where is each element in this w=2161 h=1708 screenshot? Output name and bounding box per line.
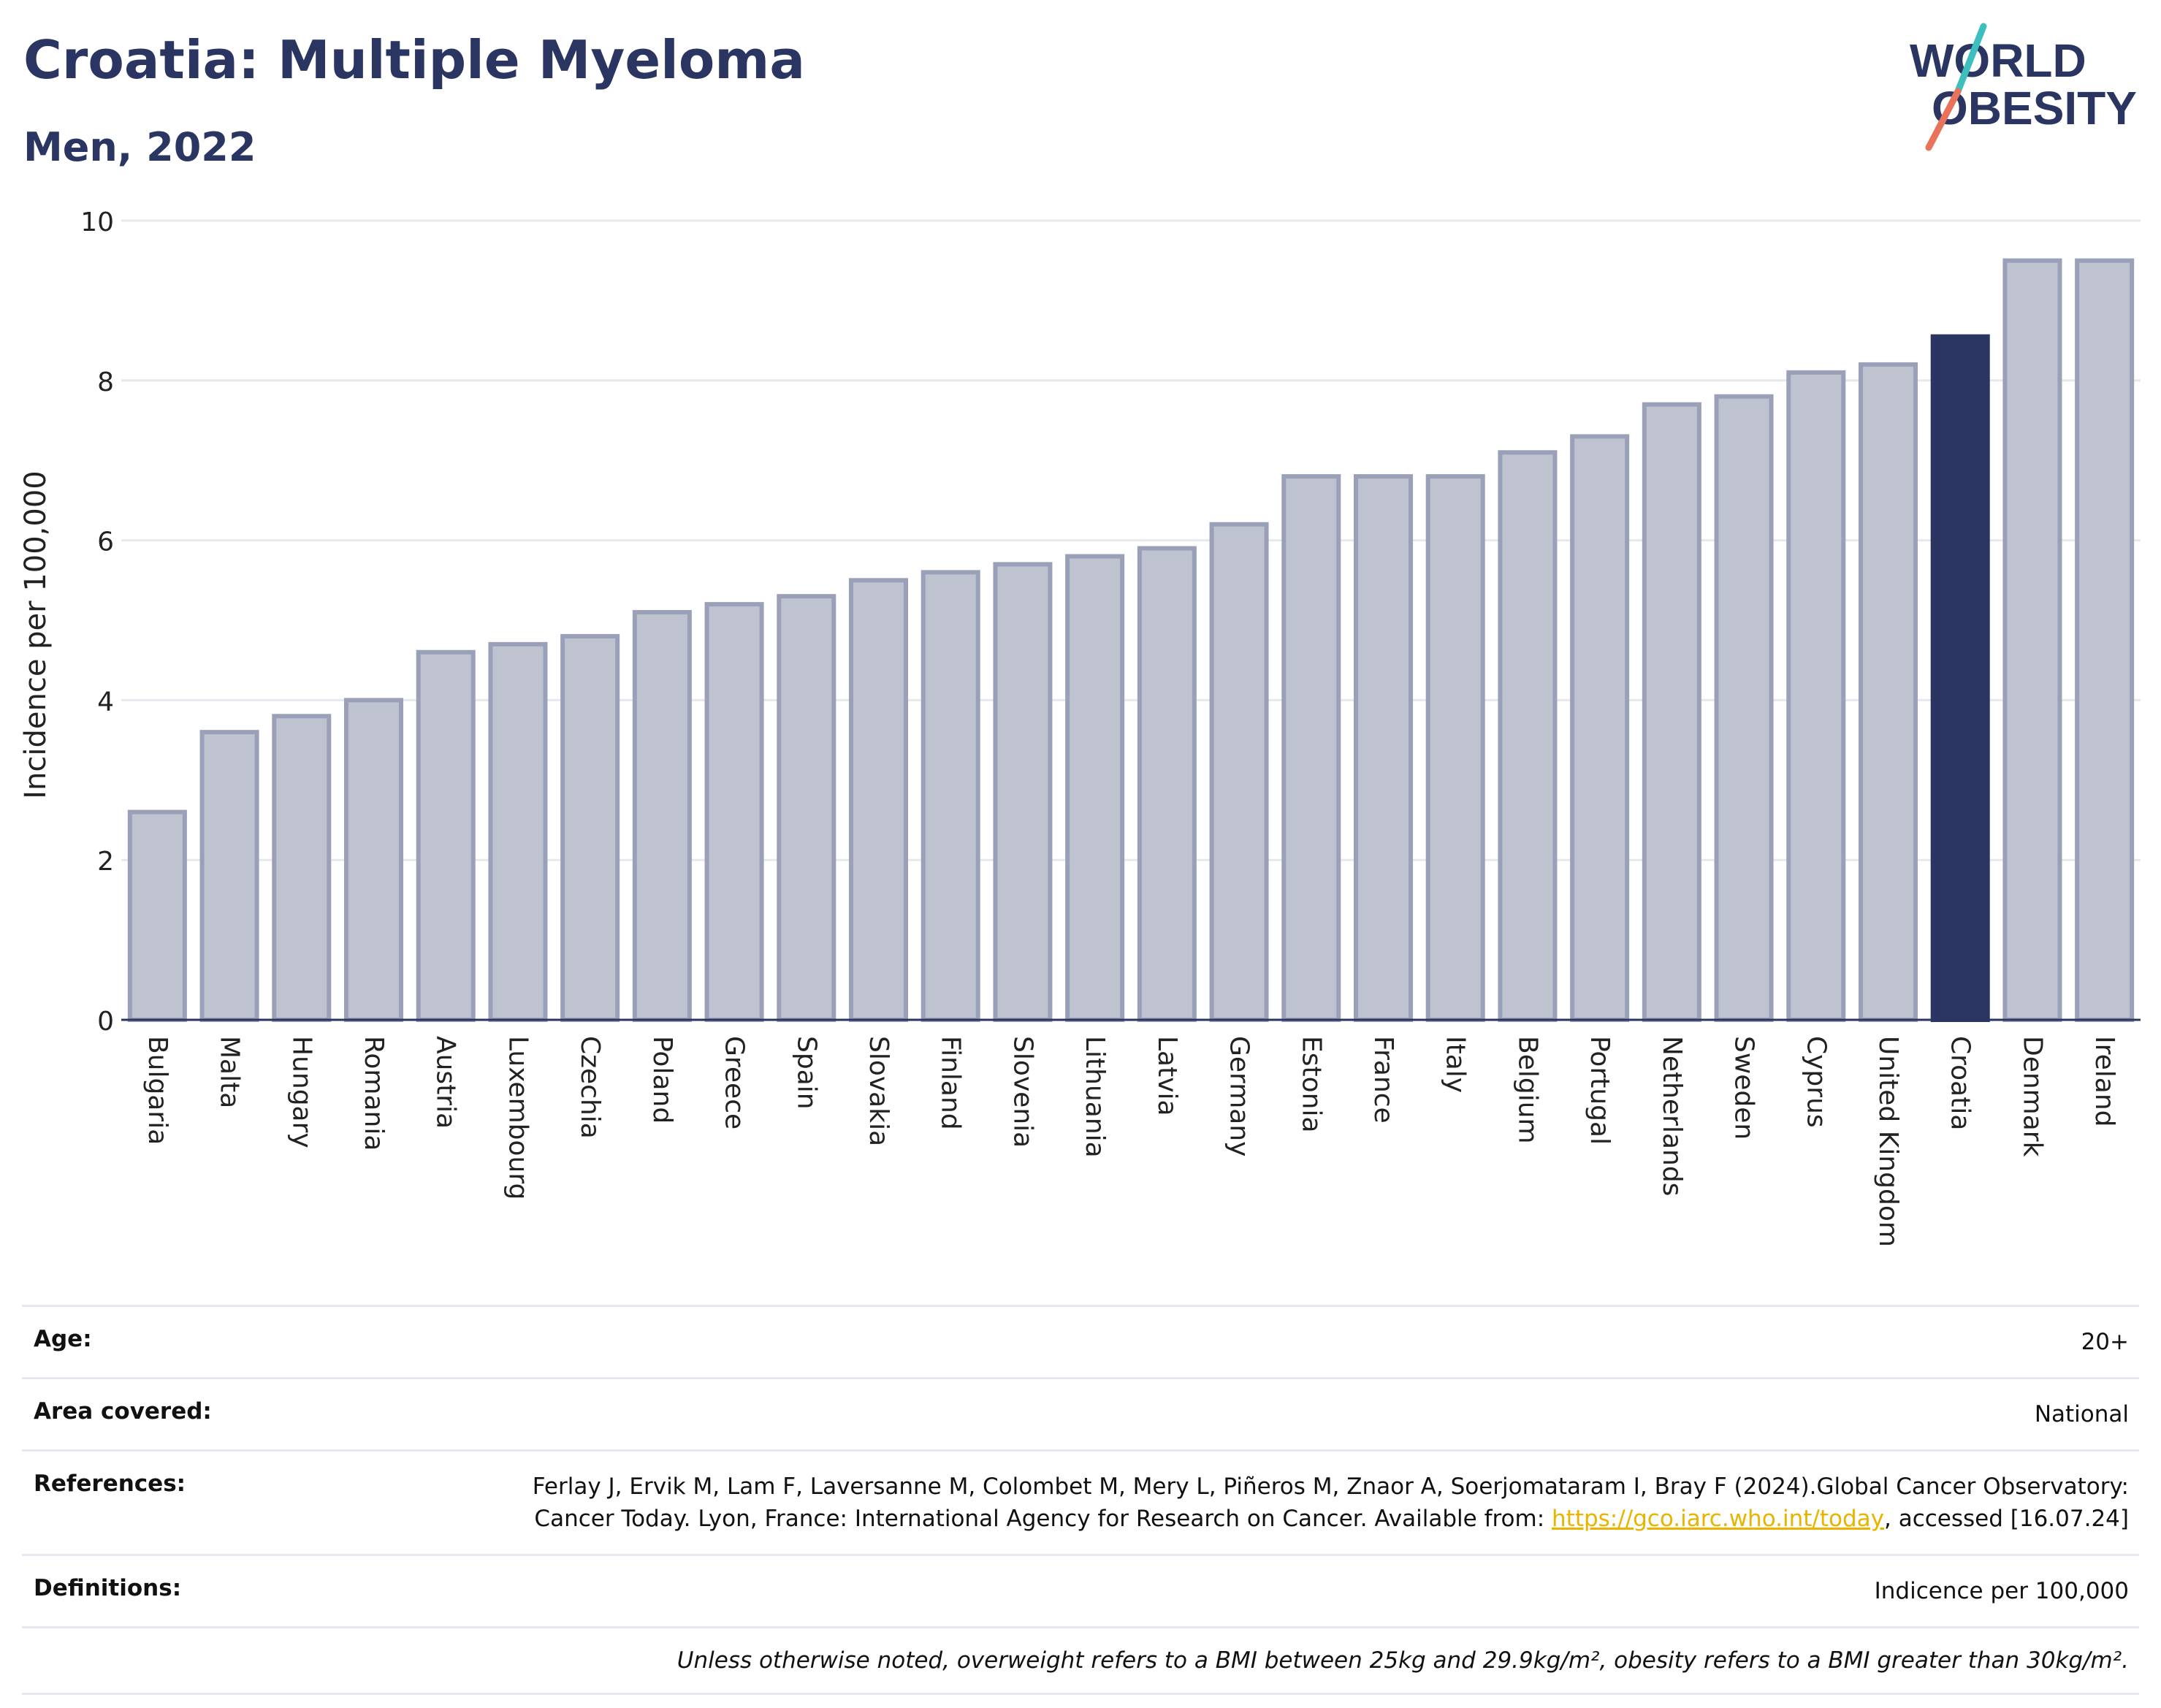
bar-spain	[777, 594, 836, 1022]
x-tick-label: Austria	[431, 1036, 461, 1129]
area-value: National	[2034, 1401, 2129, 1427]
y-tick-labels: 0 2 4 6 8 10	[80, 207, 114, 1037]
x-tick-label: Italy	[1441, 1036, 1471, 1093]
meta-row-definitions: Definitions: Indicence per 100,000	[22, 1554, 2139, 1626]
bar-slovenia	[993, 562, 1053, 1022]
bar-latvia	[1137, 546, 1197, 1023]
y-tick-label: 6	[97, 527, 114, 557]
bar-belgium	[1498, 450, 1558, 1022]
x-tick-label: Belgium	[1512, 1036, 1542, 1144]
x-tick-label: Netherlands	[1657, 1036, 1687, 1196]
meta-row-note: Unless otherwise noted, overweight refer…	[22, 1626, 2139, 1695]
x-tick-label: Slovenia	[1007, 1036, 1037, 1148]
bar-germany	[1209, 522, 1269, 1023]
references-text: Ferlay J, Ervik M, Lam F, Laversanne M, …	[532, 1473, 2129, 1532]
bar-cyprus	[1786, 370, 1846, 1023]
references-value: Ferlay J, Ervik M, Lam F, Laversanne M, …	[463, 1471, 2129, 1535]
bar-portugal	[1570, 434, 1630, 1022]
x-tick-label: Greece	[720, 1036, 750, 1129]
bar-romania	[343, 698, 404, 1023]
logo-slash-coral	[1925, 88, 1962, 151]
logo-text-obesity: OBESITY	[1932, 82, 2137, 134]
x-tick-label: Czechia	[575, 1036, 605, 1139]
y-tick-label: 2	[97, 847, 114, 877]
x-tick-label: Cyprus	[1801, 1036, 1831, 1128]
world-obesity-logo: WORLD OBESITY	[1910, 23, 2137, 151]
y-tick-label: 10	[80, 207, 114, 237]
bar-france	[1353, 474, 1414, 1022]
definitions-label: Definitions:	[34, 1575, 182, 1601]
age-label: Age:	[34, 1326, 92, 1352]
bar-slovakia	[848, 578, 909, 1022]
x-tick-label: Denmark	[2017, 1036, 2047, 1157]
references-label: References:	[34, 1471, 186, 1497]
bar-poland	[632, 610, 692, 1022]
x-tick-label: Poland	[647, 1036, 677, 1124]
bar-croatia	[1930, 334, 1990, 1022]
bmi-note: Unless otherwise noted, overweight refer…	[676, 1647, 2129, 1674]
x-tick-label: Finland	[936, 1036, 966, 1130]
x-tick-label: Estonia	[1296, 1036, 1326, 1133]
x-tick-labels: Bulgaria Malta Hungary Romania Austria Luxemb…	[142, 1036, 2119, 1247]
y-axis-label: Incidence per 100,000	[19, 470, 53, 799]
meta-row-area: Area covered: National	[22, 1377, 2139, 1449]
y-tick-label: 0	[97, 1007, 114, 1037]
bar-ireland	[2075, 258, 2135, 1023]
age-value: 20+	[2081, 1329, 2129, 1355]
bar-netherlands	[1642, 402, 1701, 1022]
logo-slash-teal	[1954, 23, 1987, 95]
x-tick-label: Slovakia	[864, 1036, 893, 1146]
x-tick-label: Romania	[359, 1036, 389, 1151]
x-tick-label: Ireland	[2089, 1036, 2119, 1127]
bar-bulgaria	[127, 809, 187, 1022]
logo-text-world: WORLD	[1910, 34, 2086, 87]
definitions-value: Indicence per 100,000	[1874, 1578, 2129, 1604]
bar-denmark	[2002, 258, 2062, 1023]
x-tick-label: Croatia	[1945, 1036, 1975, 1130]
bar-czechia	[560, 633, 620, 1022]
bar-finland	[921, 570, 980, 1022]
bar-malta	[199, 730, 259, 1022]
bar-greece	[704, 602, 764, 1022]
x-tick-label: Germany	[1224, 1036, 1254, 1156]
y-tick-label: 8	[97, 367, 114, 397]
x-tick-label: Hungary	[286, 1036, 316, 1148]
x-tick-label: France	[1368, 1036, 1398, 1124]
meta-row-age: Age: 20+	[22, 1305, 2139, 1377]
x-tick-label: Bulgaria	[142, 1036, 172, 1145]
x-tick-label: Luxembourg	[503, 1036, 533, 1200]
x-tick-label: Spain	[791, 1036, 821, 1110]
bar-italy	[1425, 474, 1485, 1022]
bar-lithuania	[1065, 554, 1125, 1023]
chart-subtitle: Men, 2022	[23, 124, 256, 170]
metadata-table: Age: 20+ Area covered: National Referenc…	[22, 1305, 2139, 1695]
chart-title: Croatia: Multiple Myeloma	[23, 29, 805, 91]
references-link[interactable]: https://gco.iarc.who.int/today	[1552, 1506, 1884, 1532]
bar-austria	[416, 649, 476, 1022]
y-tick-label: 4	[97, 687, 114, 717]
bar-sweden	[1714, 394, 1774, 1022]
x-tick-label: Latvia	[1152, 1036, 1182, 1116]
references-accessed: , accessed [16.07.24]	[1883, 1506, 2129, 1532]
x-tick-label: Lithuania	[1080, 1036, 1110, 1158]
x-tick-label: Sweden	[1729, 1036, 1759, 1140]
bar-hungary	[272, 714, 332, 1023]
x-tick-label: United Kingdom	[1873, 1036, 1903, 1247]
bar-luxembourg	[488, 641, 548, 1022]
x-tick-label: Portugal	[1585, 1036, 1615, 1145]
bars	[127, 258, 2135, 1023]
area-label: Area covered:	[34, 1398, 212, 1425]
bar-chart: 0 2 4 6 8 10 Bulgaria Malta Hungary Romania Austr…	[19, 207, 2141, 1247]
x-tick-label: Malta	[215, 1036, 245, 1108]
bar-estonia	[1281, 474, 1341, 1022]
meta-row-references: References: Ferlay J, Ervik M, Lam F, La…	[22, 1449, 2139, 1554]
bar-united-kingdom	[1858, 362, 1918, 1023]
